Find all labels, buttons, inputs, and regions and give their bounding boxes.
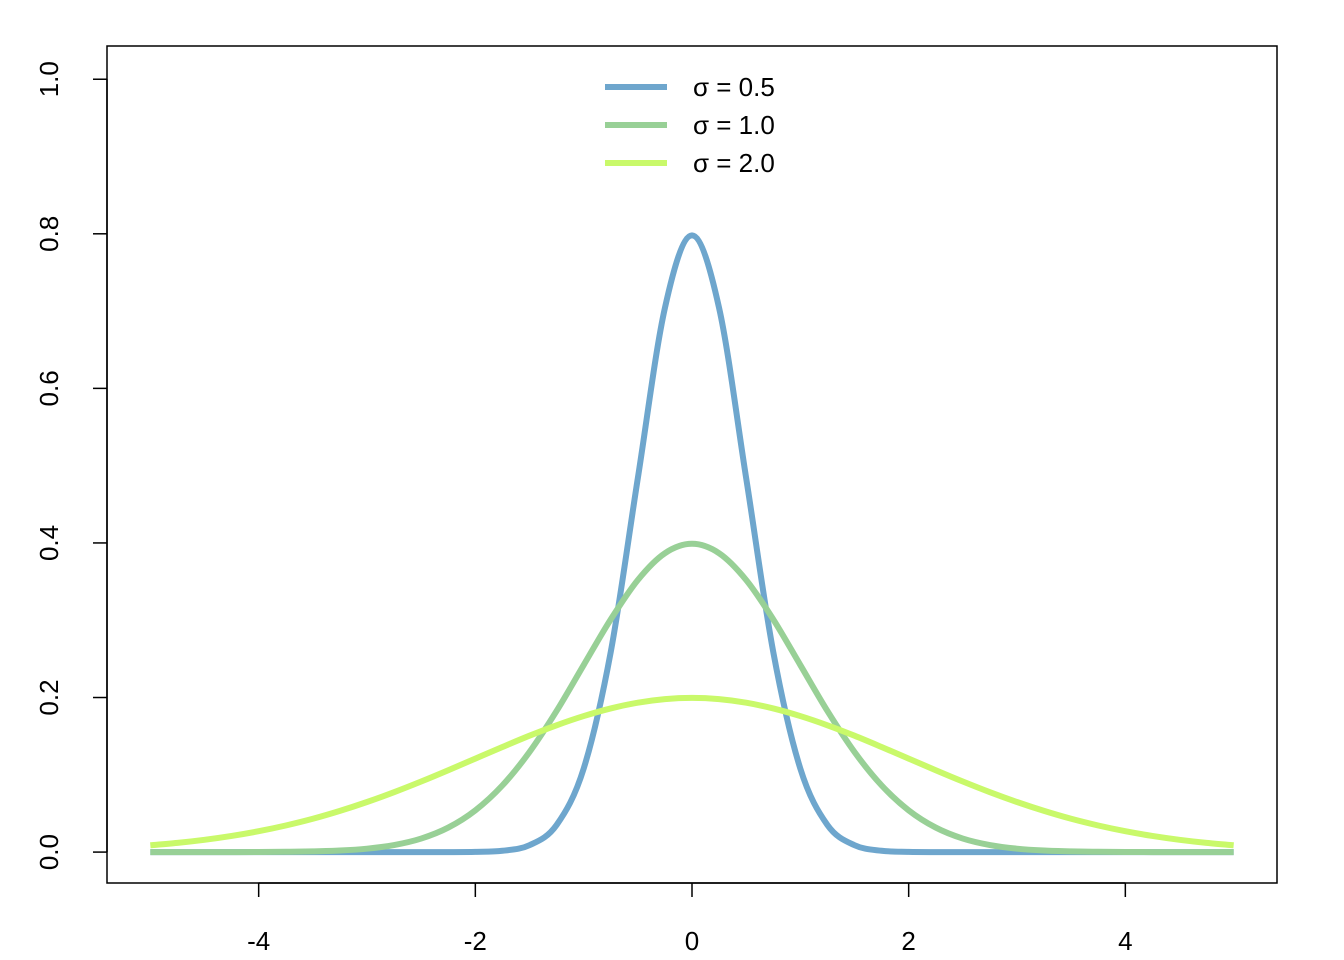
y-tick-label: 0.8 [34,216,64,252]
y-tick-label: 0.2 [34,679,64,715]
line-series [150,694,1234,849]
x-tick-label: -2 [464,926,487,956]
line-series [150,540,1234,856]
x-tick-label: 0 [685,926,699,956]
x-tick-label: 2 [901,926,915,956]
plot-box [106,45,1278,884]
y-tick-label: 0.0 [34,834,64,870]
legend-label: σ = 1.0 [693,110,775,140]
x-tick-label: 4 [1118,926,1132,956]
y-tick-label: 0.4 [34,525,64,561]
y-tick-label: 0.6 [34,370,64,406]
x-tick-label: -4 [247,926,270,956]
legend: σ = 0.5 σ = 1.0 σ = 2.0 [605,72,775,178]
legend-label: σ = 2.0 [693,148,775,178]
y-tick-label: 1.0 [34,61,64,97]
legend-label: σ = 0.5 [693,72,775,102]
